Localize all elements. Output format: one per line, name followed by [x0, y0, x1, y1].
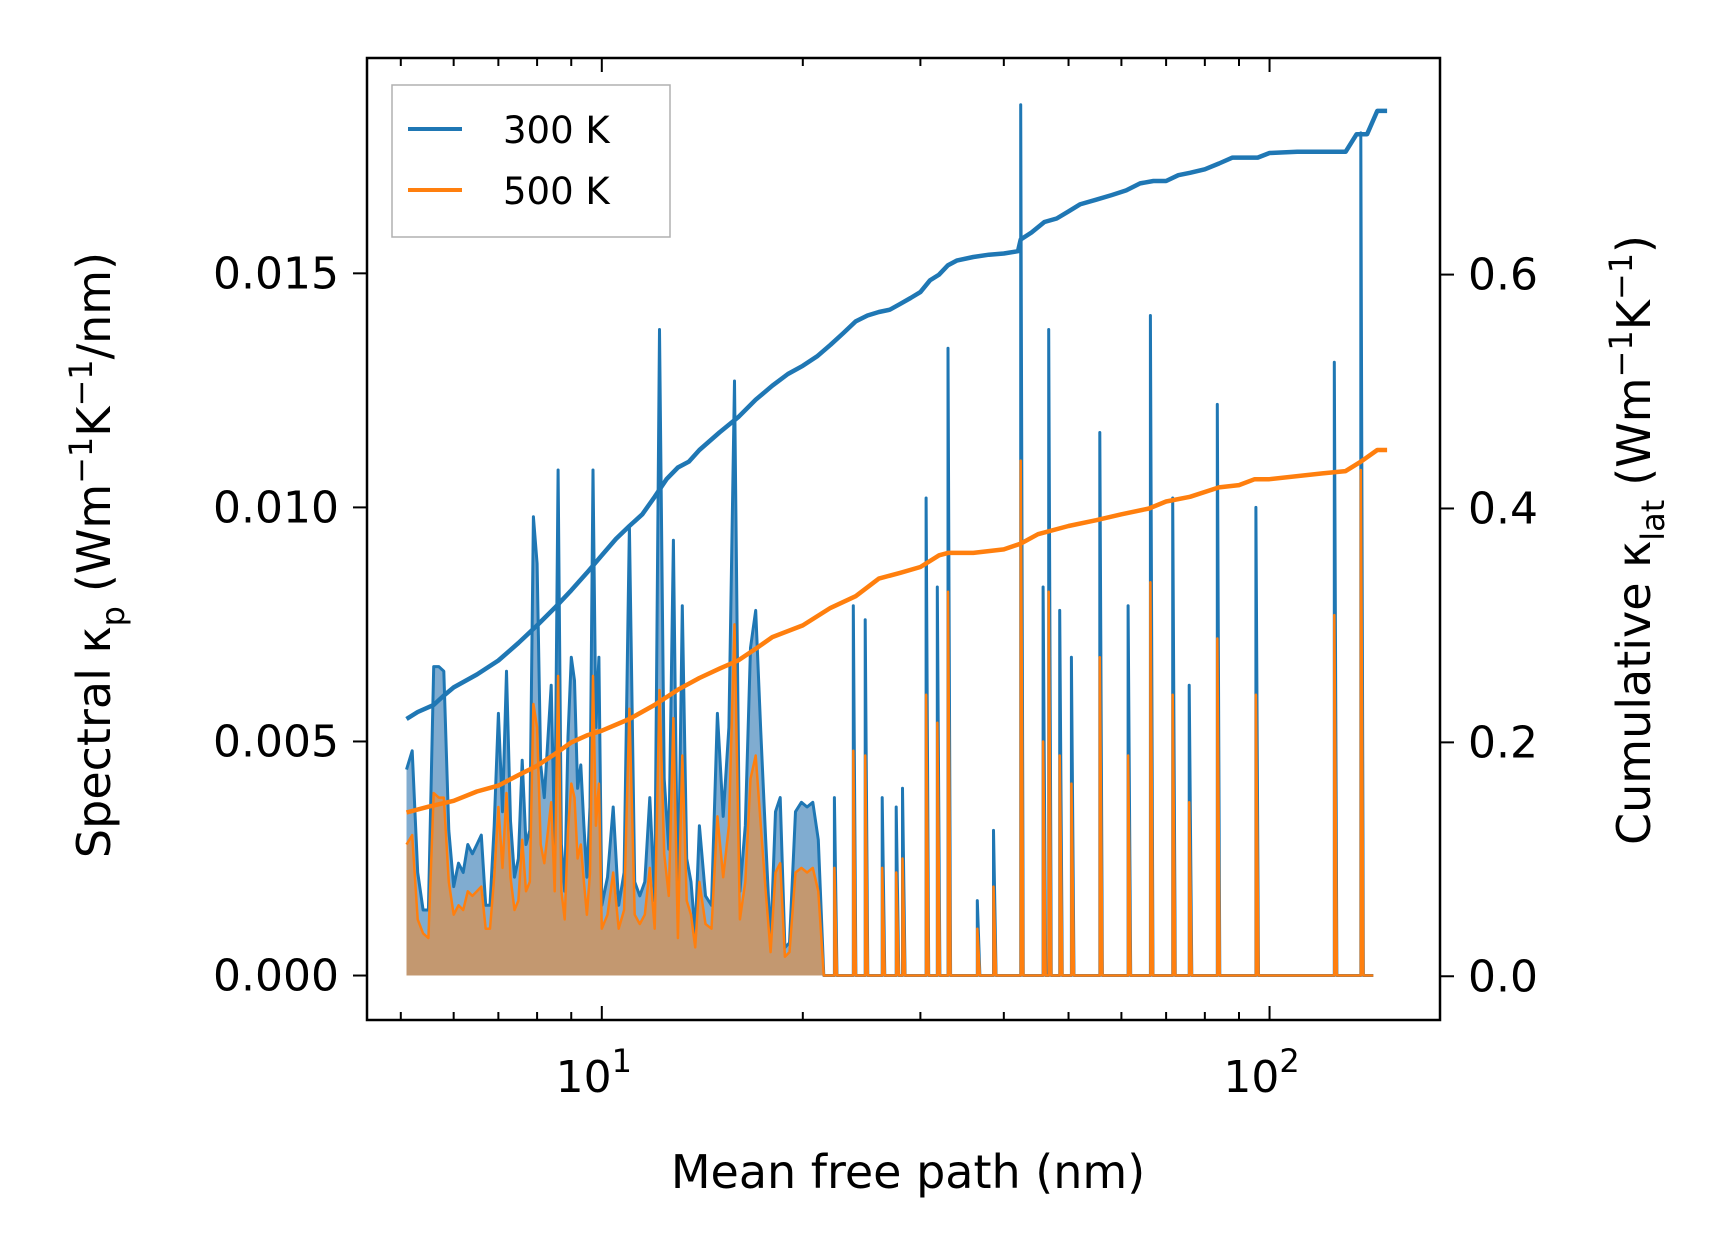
cumulative-line-500k: [405, 447, 1388, 815]
right-y-tick-label: 0.4: [1468, 483, 1538, 534]
legend-label-500k: 500 K: [503, 170, 611, 213]
axes: 101 102 0.000 0.005 0.010 0.015 0.0 0.2 0.4 0.6: [213, 56, 1538, 1103]
right-y-tick-label: 0.0: [1468, 951, 1538, 1002]
x-tick-label: 101: [556, 1042, 632, 1103]
right-y-axis-title: Cumulative κlat(Wm−1K−1): [1602, 235, 1672, 845]
cumulative-line-300k: [405, 108, 1388, 721]
spectral-line-500k: [405, 459, 1374, 977]
left-y-tick-label: 0.005: [213, 716, 339, 767]
x-tick-label: 102: [1223, 1042, 1299, 1103]
legend-label-300k: 300 K: [503, 109, 611, 152]
data-region: [405, 103, 1388, 977]
left-y-tick-label: 0.010: [213, 482, 339, 533]
left-y-tick-label: 0.000: [213, 951, 339, 1002]
legend-frame: [391, 84, 671, 238]
right-y-tick-label: 0.6: [1468, 250, 1538, 301]
right-y-tick-label: 0.2: [1468, 717, 1538, 768]
legend: 300 K 500 K: [391, 84, 671, 238]
spectral-area-500k: [406, 460, 1374, 976]
plot-frame: [365, 56, 1442, 1022]
plot-area: [405, 103, 1388, 977]
left-y-tick-label: 0.015: [213, 248, 339, 299]
x-axis-title: Mean free path (nm): [671, 1145, 1145, 1199]
left-y-axis-title: Spectral κp(Wm−1K−1/nm): [62, 252, 132, 858]
